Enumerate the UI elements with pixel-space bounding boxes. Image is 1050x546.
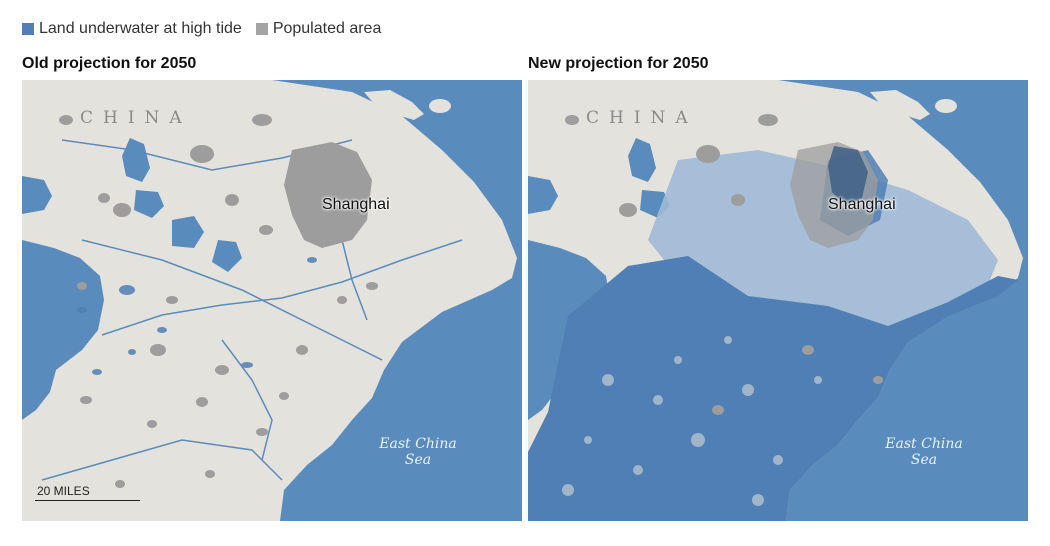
map-old-projection: CHINA Shanghai East China Sea 20 MILES (22, 80, 522, 521)
west-lake-top (528, 176, 558, 214)
lake-d (212, 240, 242, 272)
legend: Land underwater at high tide Populated a… (22, 18, 395, 40)
sea-label-line1: East China (379, 436, 457, 452)
lake-a (628, 138, 656, 182)
map-new-svg (528, 80, 1028, 521)
sea-label-line2: Sea (910, 452, 938, 468)
panel-title-new: New projection for 2050 (528, 55, 709, 72)
west-lake-top (22, 176, 52, 214)
country-label: CHINA (80, 108, 192, 128)
map-new-projection: CHINA Shanghai East China Sea (528, 80, 1028, 521)
flood-areas-old (77, 257, 317, 375)
populated-areas (59, 114, 378, 488)
map-old-svg (22, 80, 522, 521)
legend-item-flood: Land underwater at high tide (22, 20, 242, 38)
island (870, 90, 930, 120)
legend-label-populated: Populated area (272, 20, 382, 37)
panel-title-old: Old projection for 2050 (22, 55, 197, 72)
scale-bar-label: 20 MILES (37, 484, 90, 498)
city-label-shanghai: Shanghai (322, 196, 390, 213)
legend-item-populated: Populated area (255, 20, 382, 38)
scale-bar-line (35, 500, 140, 501)
islet (935, 99, 957, 113)
sea-label-line2: Sea (404, 452, 432, 468)
city-label-shanghai: Shanghai (828, 196, 896, 213)
lake-c (172, 216, 204, 248)
populated-swatch-icon (255, 23, 268, 35)
scale-bar: 20 MILES (35, 484, 155, 501)
island (364, 90, 424, 120)
flood-swatch-icon (22, 23, 34, 35)
sea-label: East China Sea (864, 436, 984, 468)
east-china-sea (272, 80, 522, 521)
country-label: CHINA (586, 108, 698, 128)
legend-label-flood: Land underwater at high tide (39, 20, 242, 37)
shanghai-urban-area (284, 142, 372, 248)
east-china-sea (778, 80, 1028, 521)
flooded-shanghai-core (828, 146, 868, 206)
lake-b (134, 190, 164, 218)
flood-texture (562, 336, 822, 506)
sea-label-line1: East China (885, 436, 963, 452)
islet (429, 99, 451, 113)
sea-label: East China Sea (358, 436, 478, 468)
